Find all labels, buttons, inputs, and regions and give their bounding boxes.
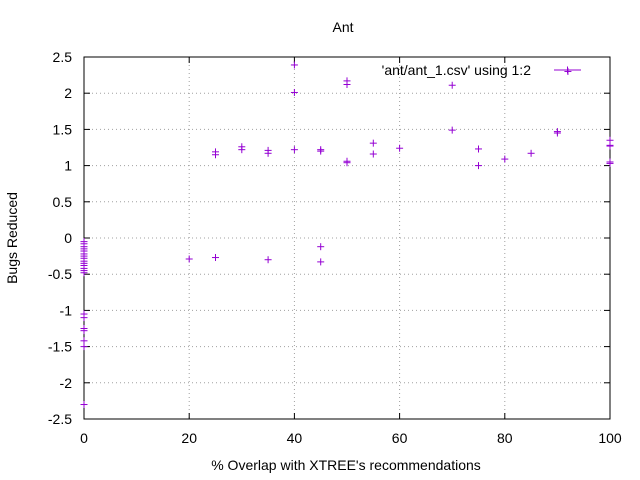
data-point bbox=[448, 81, 456, 89]
y-tick-label: -0.5 bbox=[48, 266, 72, 282]
data-point bbox=[264, 146, 272, 154]
y-tick-label: 1.5 bbox=[53, 121, 73, 137]
data-point bbox=[396, 144, 404, 152]
data-point bbox=[80, 327, 88, 335]
data-point bbox=[606, 142, 614, 150]
data-point bbox=[606, 159, 614, 167]
y-tick-labels: -2.5 -2 -1.5 -1 -0.5 0 0.5 1 1.5 2 2.5 bbox=[48, 49, 72, 427]
data-points bbox=[80, 61, 614, 409]
data-point bbox=[264, 256, 272, 264]
x-axis-label: % Overlap with XTREE's recommendations bbox=[211, 457, 481, 473]
x-tick-labels: 0 20 40 60 80 100 bbox=[80, 430, 622, 446]
data-point bbox=[475, 145, 482, 153]
x-tick-label: 80 bbox=[497, 430, 513, 446]
data-point bbox=[448, 126, 456, 134]
data-point bbox=[343, 81, 351, 89]
data-point bbox=[80, 269, 88, 277]
x-tick-label: 60 bbox=[392, 430, 408, 446]
y-tick-label: -1.5 bbox=[48, 339, 72, 355]
y-tick-label: -1 bbox=[60, 302, 73, 318]
data-point bbox=[185, 255, 193, 263]
grid-lines bbox=[84, 57, 610, 419]
y-tick-label: 0 bbox=[64, 230, 72, 246]
x-tick-label: 100 bbox=[598, 430, 622, 446]
chart-title: Ant bbox=[332, 19, 353, 35]
y-tick-label: 0.5 bbox=[53, 194, 73, 210]
y-tick-label: 2 bbox=[64, 85, 72, 101]
data-point bbox=[527, 149, 535, 157]
plot-frame bbox=[83, 56, 611, 420]
data-point bbox=[80, 314, 88, 322]
data-point bbox=[80, 343, 88, 351]
y-tick-label: -2.5 bbox=[48, 411, 72, 427]
y-tick-label: -2 bbox=[60, 375, 73, 391]
y-tick-label: 1 bbox=[64, 158, 72, 174]
data-point bbox=[317, 258, 325, 266]
legend: 'ant/ant_1.csv' using 1:2 bbox=[382, 62, 581, 78]
y-tick-label: 2.5 bbox=[53, 49, 73, 65]
x-tick-label: 40 bbox=[287, 430, 303, 446]
legend-label: 'ant/ant_1.csv' using 1:2 bbox=[382, 62, 532, 78]
data-point bbox=[290, 88, 298, 96]
legend-marker bbox=[554, 66, 581, 74]
data-point bbox=[501, 155, 509, 163]
data-point bbox=[475, 162, 482, 170]
x-tick-label: 20 bbox=[181, 430, 197, 446]
data-point bbox=[553, 129, 561, 137]
data-point bbox=[317, 243, 325, 251]
data-point bbox=[212, 148, 219, 156]
data-point bbox=[80, 401, 88, 409]
data-point bbox=[343, 159, 351, 167]
x-tick-label: 0 bbox=[80, 430, 88, 446]
data-point bbox=[290, 61, 298, 69]
data-point bbox=[212, 254, 219, 262]
data-point bbox=[369, 139, 377, 147]
data-point bbox=[238, 143, 246, 151]
y-axis-label: Bugs Reduced bbox=[4, 192, 20, 284]
data-point bbox=[290, 146, 298, 154]
data-point bbox=[369, 150, 377, 158]
data-point bbox=[317, 146, 325, 154]
